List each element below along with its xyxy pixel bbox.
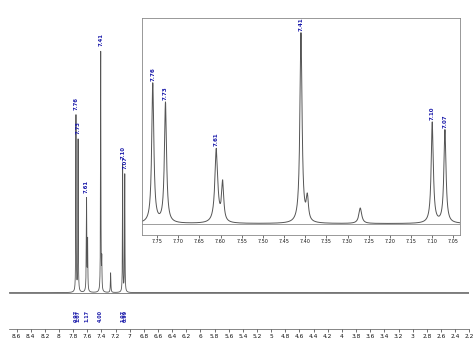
Text: 7.61: 7.61 [214, 133, 219, 146]
Text: 4.00: 4.00 [98, 310, 103, 322]
Text: 7.76: 7.76 [73, 97, 79, 110]
Text: 7.73: 7.73 [75, 121, 81, 134]
Text: 7.41: 7.41 [299, 17, 303, 31]
Text: 7.10: 7.10 [430, 106, 435, 120]
Text: 7.07: 7.07 [122, 156, 128, 169]
Text: 0.97: 0.97 [73, 310, 79, 322]
Text: 0.99: 0.99 [122, 310, 128, 322]
Text: 7.10: 7.10 [120, 146, 125, 159]
Text: 1.07: 1.07 [75, 310, 81, 322]
Text: 1.17: 1.17 [84, 310, 89, 322]
Text: 7.07: 7.07 [442, 114, 447, 128]
Text: 7.73: 7.73 [163, 86, 168, 100]
Text: 1.07: 1.07 [120, 310, 125, 322]
Text: 7.41: 7.41 [98, 33, 103, 46]
Text: 7.61: 7.61 [84, 180, 89, 193]
Text: 7.76: 7.76 [150, 67, 155, 81]
